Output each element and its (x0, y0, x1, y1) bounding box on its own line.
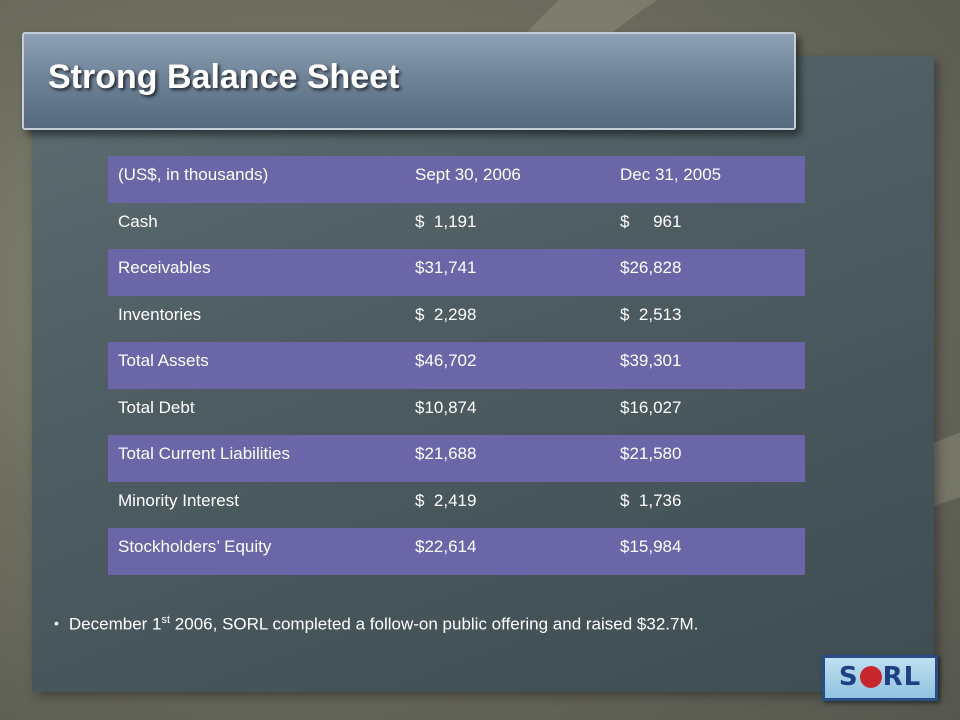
table-cell: $ 2,298 (415, 304, 477, 324)
table-cell: Receivables (118, 258, 211, 277)
table-row: Receivables $31,741 $26,828 (108, 249, 805, 296)
note-superscript: st (161, 614, 171, 626)
table-cell: $ 2,419 (415, 490, 477, 510)
table-header-row: (US$, in thousands) Sept 30, 2006 Dec 31… (108, 156, 805, 203)
bullet-icon: • (54, 614, 59, 631)
table-row: Cash $ 1,191 $ 961 (108, 203, 805, 250)
logo-wordmark: S RL (825, 662, 935, 692)
table-cell: $16,027 (620, 397, 682, 417)
table-cell: Stockholders’ Equity (118, 537, 272, 556)
slide-title: Strong Balance Sheet (48, 58, 400, 96)
table-cell: $10,874 (415, 397, 477, 417)
table-cell: $22,614 (415, 537, 477, 556)
table-row: Minority Interest $ 2,419 $ 1,736 (108, 482, 805, 529)
table-cell: Inventories (118, 304, 202, 324)
offering-note: • December 1st 2006, SORL completed a fol… (54, 614, 698, 635)
note-text-post: 2006, SORL completed a follow-on public … (170, 614, 699, 634)
table-cell: Minority Interest (118, 490, 239, 510)
table-row: Total Current Liabilities $21,688 $21,58… (108, 435, 805, 482)
table-cell: $ 961 (620, 211, 682, 231)
logo-text-right: RL (882, 662, 922, 692)
table-cell: $21,580 (620, 444, 682, 463)
table-cell: $31,741 (415, 258, 477, 277)
table-cell: Total Current Liabilities (118, 444, 290, 463)
table-cell: $46,702 (415, 351, 477, 370)
globe-icon (859, 666, 882, 688)
table-row: Total Assets $46,702 $39,301 (108, 342, 805, 389)
table-cell: Total Debt (118, 397, 195, 417)
table-row: Stockholders’ Equity $22,614 $15,984 (108, 528, 805, 575)
table-cell: $ 2,513 (620, 304, 682, 324)
table-cell: $26,828 (620, 258, 682, 277)
sorl-logo: S RL (822, 655, 938, 701)
table-cell: Dec 31, 2005 (620, 165, 722, 184)
table-cell: Total Assets (118, 351, 209, 370)
logo-text-left: S (838, 662, 859, 692)
table-cell: (US$, in thousands) (118, 165, 269, 184)
table-cell: $ 1,191 (415, 211, 477, 231)
table-row: Total Debt $10,874 $16,027 (108, 389, 805, 436)
table-cell: Sept 30, 2006 (415, 165, 521, 184)
title-bar (22, 32, 796, 130)
table-cell: $ 1,736 (620, 490, 682, 510)
table-cell: Cash (118, 211, 158, 231)
table-cell: $21,688 (415, 444, 477, 463)
table-cell: $15,984 (620, 537, 682, 556)
table-cell: $39,301 (620, 351, 682, 370)
note-text-pre: December 1 (68, 614, 162, 634)
table-row: Inventories $ 2,298 $ 2,513 (108, 296, 805, 343)
balance-sheet-table: (US$, in thousands) Sept 30, 2006 Dec 31… (108, 156, 805, 575)
